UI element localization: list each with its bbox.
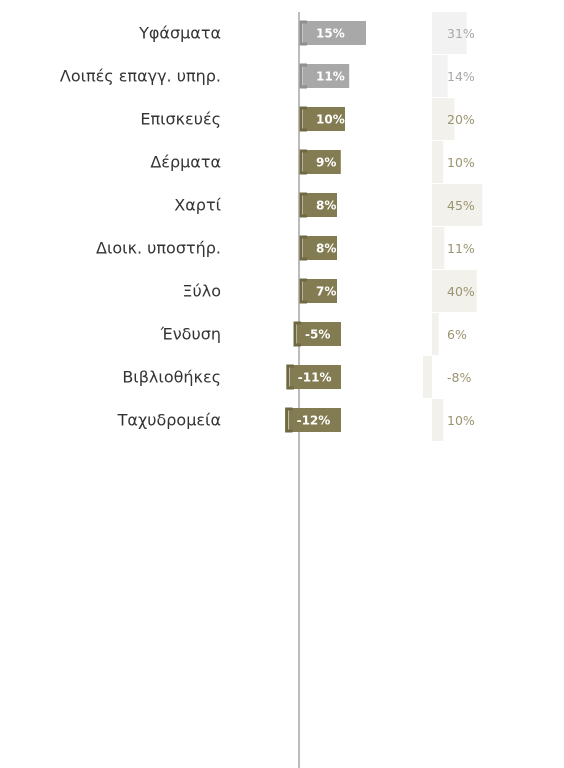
main-bar [303,150,341,174]
main-bar-bracket [299,20,307,46]
category-label: Χαρτί [174,196,221,215]
secondary-bar-group: 6% [432,313,467,355]
main-bar-bracket [299,235,307,261]
main-series: 15% 11% 10% 9% 8% 8% 7% -5% -11% -12% [285,20,366,433]
category-label: Υφάσματα [138,24,221,43]
main-bar [303,64,350,88]
secondary-bar-group: 10% [432,399,475,441]
main-bar-label: -11% [298,371,332,385]
secondary-bar-label: 20% [447,112,475,127]
category-label: Βιβλιοθήκες [122,368,221,387]
main-bar [289,365,341,389]
main-bar-group: 7% [299,278,337,304]
secondary-series: 31% 14% 20% 10% 45% 11% 40% 6% -8% 10% [423,12,483,441]
category-label: Ένδυση [160,325,221,344]
secondary-bar-group: 11% [432,227,475,269]
category-label: Ταχυδρομεία [117,411,221,430]
category-label: Επισκευές [140,110,221,129]
main-bar-group: 10% [299,106,345,132]
main-bar-group: 15% [299,20,366,46]
secondary-bar-group: 45% [432,184,483,226]
secondary-bar [432,399,444,441]
secondary-bar [432,184,483,226]
main-bar [303,107,345,131]
main-bar-bracket [299,149,307,175]
secondary-bar [432,270,477,312]
main-bar-label: -12% [297,414,331,428]
main-bar-bracket [299,278,307,304]
main-bar-label: 8% [316,242,336,256]
secondary-bar-label: 40% [447,284,475,299]
secondary-bar-group: 20% [432,98,475,140]
secondary-bar [432,55,448,97]
main-bar [303,236,337,260]
secondary-bar [432,313,439,355]
main-bar-bracket [299,106,307,132]
main-bar-label: 11% [316,70,345,84]
main-bar-bracket [286,364,294,390]
category-label: Λοιπές επαγγ. υπηρ. [60,67,221,86]
main-bar-group: 8% [299,235,337,261]
secondary-bar [432,98,455,140]
main-bar-label: 8% [316,199,336,213]
secondary-bar [432,12,467,54]
main-bar-bracket [285,407,293,433]
main-bar-label: 10% [316,113,345,127]
main-bar [303,193,337,217]
secondary-bar-label: 14% [447,69,475,84]
category-labels: Υφάσματα Λοιπές επαγγ. υπηρ. Επισκευές Δέρμ… [60,24,222,430]
category-label: Διοικ. υποστήρ. [96,239,221,258]
main-bar [297,322,341,346]
main-bar [303,279,337,303]
main-bar [303,21,366,45]
main-bar-bracket [293,321,301,347]
secondary-bar-label: 10% [447,155,475,170]
main-bar-group: -5% [293,321,341,347]
main-bar-label: -5% [305,328,330,342]
secondary-bar-group: 31% [432,12,475,54]
main-bar [288,408,341,432]
secondary-bar-label: 45% [447,198,475,213]
secondary-bar-label: 6% [447,327,467,342]
category-label: Ξύλο [182,282,221,301]
secondary-bar-label: 11% [447,241,475,256]
secondary-bar-group: 14% [432,55,475,97]
secondary-bar-label: -8% [447,370,471,385]
main-bar-group: -12% [285,407,341,433]
secondary-bar [432,227,445,269]
main-bar-bracket [299,63,307,89]
category-label: Δέρματα [150,153,221,172]
secondary-bar-group: 10% [432,141,475,183]
main-bar-label: 15% [316,27,345,41]
main-bar-label: 7% [316,285,336,299]
main-bar-group: -11% [286,364,341,390]
main-bar-group: 11% [299,63,350,89]
secondary-bar-group: -8% [423,356,471,398]
secondary-bar-label: 10% [447,413,475,428]
main-bar-label: 9% [316,156,336,170]
main-bar-group: 8% [299,192,337,218]
main-bar-bracket [299,192,307,218]
main-bar-group: 9% [299,149,341,175]
secondary-bar [423,356,432,398]
secondary-bar-group: 40% [432,270,477,312]
secondary-bar-label: 31% [447,26,475,41]
secondary-bar [432,141,444,183]
